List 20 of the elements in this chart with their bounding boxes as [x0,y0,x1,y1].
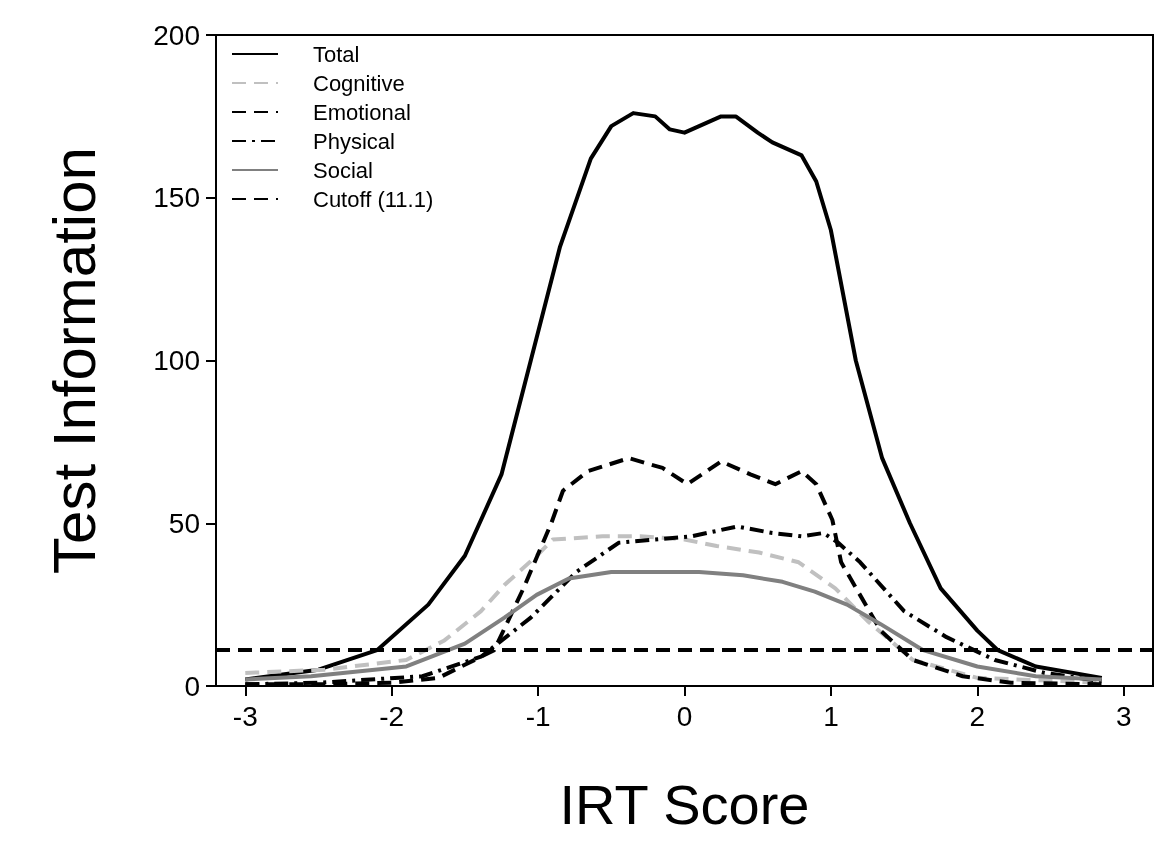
x-tick-label: 2 [969,700,986,732]
x-axis-title: IRT Score [559,772,810,836]
legend-label: Cutoff (11.1) [313,186,434,212]
legend-label: Total [313,41,360,67]
y-tick-label: 150 [153,182,200,214]
legend-label: Emotional [313,99,411,125]
x-tick-label: -3 [232,700,258,732]
x-tick-label: 0 [676,700,693,732]
legend-label: Cognitive [313,70,405,96]
y-tick-label: 0 [184,670,200,702]
x-tick-label: -1 [525,700,551,732]
x-tick-label: 3 [1115,700,1132,732]
y-tick-label: 100 [153,345,200,376]
y-tick-label: 50 [168,507,200,539]
x-tick-label: -2 [379,700,405,732]
legend-label: Social [313,157,373,183]
x-tick-label: 1 [823,700,839,732]
y-axis-title: Test Information [40,147,108,574]
y-tick-label: 200 [153,19,200,51]
legend-label: Physical [313,128,395,154]
